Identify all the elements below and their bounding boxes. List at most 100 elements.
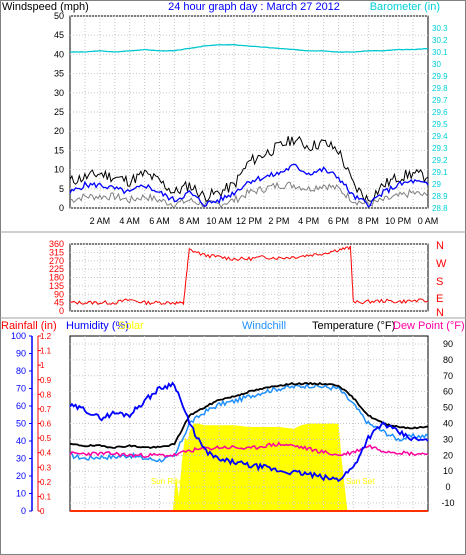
direction-y-tick: 360	[49, 239, 64, 249]
wind-x-tick: 8 AM	[179, 216, 200, 226]
rain-y-tick: 0.5	[40, 434, 52, 443]
compass-east: E	[436, 293, 443, 305]
humidity-y-tick: 70	[16, 384, 26, 394]
temperature-y-tick: 20	[443, 450, 453, 460]
legend-dewpoint: Dew Point (°F)	[393, 320, 465, 332]
barometer-y-tick: 28.9	[432, 192, 448, 201]
sunrise-annotation: Sun Rise	[151, 477, 184, 486]
barometer-y-tick: 29.5	[432, 120, 448, 129]
humidity-y-tick: 30	[16, 454, 26, 464]
barometer-y-tick: 29	[432, 180, 441, 189]
sunset-annotation: Sun Set	[346, 477, 375, 486]
windspeed-avg-series	[69, 163, 429, 208]
temperature-y-tick: 40	[443, 419, 453, 429]
rain-y-tick: 1.2	[40, 332, 52, 341]
direction-y-tick: 0	[59, 306, 64, 316]
wind-x-tick: 10 AM	[206, 216, 232, 226]
direction-y-tick: 225	[49, 264, 64, 274]
wind-y-tick: 25	[54, 107, 64, 117]
windspeed-max-series	[69, 135, 429, 203]
barometer-y-tick: 30	[432, 60, 441, 69]
barometer-axis-label: Barometer (in)	[370, 1, 440, 13]
compass-south: S	[436, 276, 443, 288]
temperature-series	[69, 381, 429, 449]
compass-north-bottom: N	[436, 307, 444, 319]
barometer-y-tick: 29.6	[432, 108, 448, 117]
rain-y-tick: 1.1	[40, 347, 52, 356]
legend-temperature: Temperature (°F)	[312, 320, 395, 332]
barometer-y-tick: 29.3	[432, 144, 448, 153]
humidity-y-tick: 90	[16, 349, 26, 359]
dewpoint-series	[69, 441, 429, 459]
rain-y-tick: 0	[40, 507, 45, 516]
barometer-y-tick: 30.1	[432, 48, 448, 57]
wind-y-tick: 35	[54, 69, 64, 79]
wind-x-tick: 4 PM	[298, 216, 319, 226]
direction-y-tick: 45	[54, 298, 64, 308]
wind-x-tick: 0 AM	[418, 216, 439, 226]
humidity-y-tick: 20	[16, 471, 26, 481]
legend-humidity: Humidity (%)	[66, 320, 129, 332]
wind-x-tick: 12 PM	[236, 216, 262, 226]
rain-y-tick: 0.6	[40, 420, 52, 429]
humidity-y-tick: 80	[16, 366, 26, 376]
wind-x-tick: 2 AM	[90, 216, 111, 226]
barometer-y-tick: 29.7	[432, 96, 448, 105]
rain-y-tick: 0.9	[40, 376, 52, 385]
windchill-series	[69, 382, 429, 463]
compass-north-top: N	[436, 240, 444, 252]
rain-y-tick: 0.2	[40, 478, 52, 487]
temperature-y-tick: 10	[443, 466, 453, 476]
wind-y-tick: 15	[54, 145, 64, 155]
compass-west: W	[436, 258, 447, 270]
direction-y-tick: 180	[49, 273, 64, 283]
barometer-y-tick: 29.8	[432, 84, 448, 93]
wind-x-tick: 2 PM	[268, 216, 289, 226]
wind-y-tick: 5	[59, 184, 64, 194]
rain-y-tick: 0.7	[40, 405, 52, 414]
rain-y-tick: 0.4	[40, 449, 52, 458]
temperature-y-tick: 50	[443, 403, 453, 413]
barometer-y-tick: 29.4	[432, 132, 448, 141]
humidity-series	[69, 381, 429, 483]
barometer-y-tick: 29.1	[432, 168, 448, 177]
barometer-y-tick: 29.2	[432, 156, 448, 165]
barometer-y-tick: 30.3	[432, 24, 448, 33]
wind-x-tick: 10 PM	[385, 216, 411, 226]
wind-y-tick: 20	[54, 126, 64, 136]
barometer-y-tick: 28.8	[432, 204, 448, 213]
barometer-y-tick: 29.9	[432, 72, 448, 81]
temperature-y-tick: -10	[441, 498, 454, 508]
wind-y-tick: 40	[54, 49, 64, 59]
rain-y-tick: 0.3	[40, 463, 52, 472]
rain-y-tick: 0.1	[40, 492, 52, 501]
gust-min-series	[69, 181, 429, 209]
humidity-y-tick: 0	[21, 506, 26, 516]
wind-x-tick: 6 AM	[149, 216, 170, 226]
temperature-y-tick: 60	[443, 387, 453, 397]
humidity-y-tick: 60	[16, 401, 26, 411]
wind-x-tick: 4 AM	[119, 216, 140, 226]
barometer-y-tick: 30.2	[432, 36, 448, 45]
legend-solar: Solar	[118, 320, 144, 332]
direction-y-tick: 270	[49, 256, 64, 266]
rain-y-tick: 0.8	[40, 390, 52, 399]
rain-y-tick: 1	[40, 361, 45, 370]
wind-y-tick: 0	[59, 203, 64, 213]
wind-direction-series	[69, 245, 429, 306]
temperature-y-tick: 90	[443, 339, 453, 349]
wind-y-tick: 50	[54, 11, 64, 21]
chart-title: 24 hour graph day : March 27 2012	[168, 1, 340, 13]
direction-y-tick: 90	[54, 289, 64, 299]
temperature-y-tick: 0	[445, 482, 450, 492]
wind-y-tick: 10	[54, 165, 64, 175]
wind-y-tick: 30	[54, 88, 64, 98]
wind-x-tick: 8 PM	[358, 216, 379, 226]
humidity-y-tick: 10	[16, 489, 26, 499]
temperature-y-tick: 70	[443, 371, 453, 381]
wind-y-tick: 45	[54, 30, 64, 40]
humidity-y-tick: 40	[16, 436, 26, 446]
humidity-y-tick: 100	[11, 331, 26, 341]
temperature-y-tick: 80	[443, 355, 453, 365]
